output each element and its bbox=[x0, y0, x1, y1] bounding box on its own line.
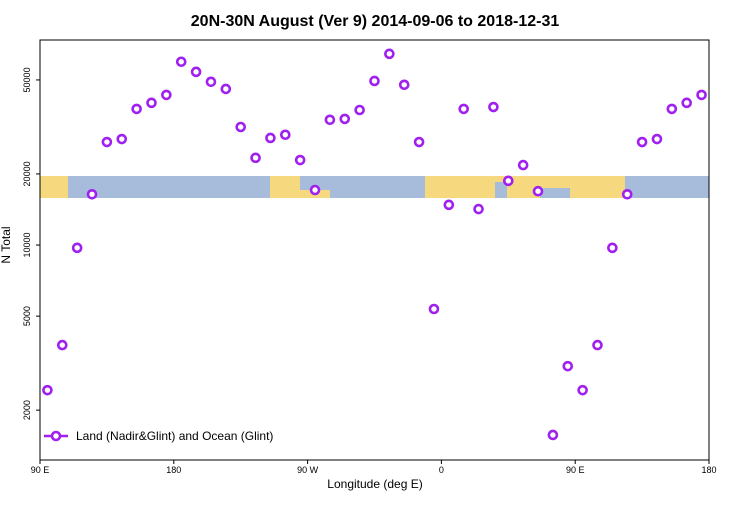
x-axis-label: Longitude (deg E) bbox=[327, 477, 422, 491]
data-point bbox=[265, 132, 276, 144]
data-point bbox=[324, 114, 336, 126]
chart-title: 20N-30N August (Ver 9) 2014-09-06 to 201… bbox=[191, 13, 560, 30]
sea-band bbox=[495, 182, 507, 198]
y-tick-label: 20000 bbox=[22, 161, 32, 186]
map-strip bbox=[40, 176, 709, 198]
data-point bbox=[592, 339, 603, 351]
x-tick-label: 180 bbox=[701, 465, 716, 475]
data-point bbox=[131, 103, 142, 115]
y-axis-label: N Total bbox=[0, 226, 13, 263]
data-point bbox=[651, 133, 663, 145]
data-point bbox=[250, 152, 261, 164]
data-point bbox=[398, 79, 410, 91]
data-point bbox=[621, 188, 633, 200]
data-point bbox=[42, 384, 53, 396]
data-point bbox=[681, 97, 693, 109]
data-point bbox=[532, 185, 544, 197]
legend-marker bbox=[50, 430, 62, 442]
data-point bbox=[473, 203, 484, 215]
y-tick-label: 50000 bbox=[22, 67, 32, 92]
data-point bbox=[696, 89, 707, 101]
data-point bbox=[577, 384, 588, 396]
x-tick-label: 90 W bbox=[297, 465, 319, 475]
data-point bbox=[146, 97, 157, 109]
y-tick-label: 5000 bbox=[22, 306, 32, 326]
data-point bbox=[562, 360, 574, 372]
sea-band bbox=[540, 188, 570, 198]
data-point bbox=[309, 184, 321, 196]
data-point bbox=[175, 56, 187, 68]
data-point bbox=[636, 136, 648, 148]
data-point bbox=[205, 76, 217, 88]
y-tick-label: 10000 bbox=[22, 233, 32, 258]
data-point bbox=[369, 75, 380, 87]
data-point bbox=[220, 83, 232, 95]
land-band bbox=[425, 176, 625, 198]
data-point bbox=[339, 113, 351, 125]
data-point bbox=[354, 104, 365, 116]
data-point bbox=[413, 136, 425, 148]
land-band bbox=[40, 176, 68, 198]
plot-frame bbox=[39, 39, 710, 461]
data-point bbox=[666, 103, 678, 115]
x-tick-label: 90 E bbox=[31, 465, 50, 475]
x-tick-label: 90 E bbox=[566, 465, 585, 475]
data-point bbox=[547, 429, 559, 441]
data-point bbox=[190, 66, 202, 78]
data-point bbox=[235, 121, 246, 133]
data-point bbox=[502, 175, 514, 187]
data-point bbox=[294, 154, 306, 166]
data-point bbox=[488, 101, 499, 113]
data-point bbox=[458, 103, 470, 115]
data-point bbox=[86, 188, 98, 200]
land-band bbox=[270, 176, 300, 198]
data-point bbox=[116, 133, 128, 145]
data-point bbox=[428, 303, 440, 315]
legend-label: Land (Nadir&Glint) and Ocean (Glint) bbox=[76, 429, 273, 443]
x-tick-label: 0 bbox=[439, 465, 444, 475]
data-point bbox=[101, 136, 113, 148]
data-point bbox=[443, 199, 455, 211]
data-point bbox=[384, 48, 395, 60]
data-point bbox=[607, 242, 618, 254]
y-tick-label: 2000 bbox=[22, 400, 32, 420]
x-tick-label: 180 bbox=[166, 465, 181, 475]
data-point bbox=[56, 339, 68, 351]
data-point bbox=[517, 159, 529, 171]
data-point bbox=[71, 242, 83, 254]
data-point bbox=[279, 129, 291, 141]
data-point bbox=[161, 89, 172, 101]
